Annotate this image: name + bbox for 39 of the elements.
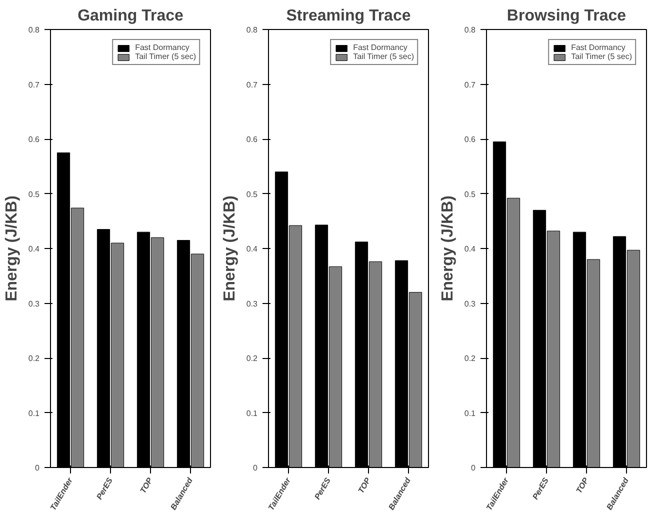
y-tick-label: 0.5 [464,190,476,199]
y-tick-label: 0.5 [246,190,258,199]
y-tick-label: 0.4 [246,244,258,254]
chart-title: Browsing Trace [506,8,626,24]
y-tick-label: 0.1 [464,408,476,418]
y-tick-label: 0.3 [246,299,258,308]
y-tick-label: 0.7 [464,80,476,90]
y-tick-label: 0.7 [246,80,258,90]
chart-title: Streaming Trace [286,8,411,24]
y-tick-label: 0.2 [464,354,476,363]
y-tick-label: 0.4 [28,244,40,254]
legend-label: Tail Timer (5 sec) [571,52,632,61]
legend-label: Tail Timer (5 sec) [135,52,196,61]
y-tick-label: 0 [471,464,476,472]
y-tick-label: 0.6 [246,135,258,144]
legend-label: Fast Dormancy [571,43,626,52]
y-axis-title: Energy (J/KB) [221,196,238,302]
y-tick-label: 0.5 [28,190,40,199]
y-tick-label: 0.8 [464,26,476,34]
legend-label: Tail Timer (5 sec) [353,52,414,61]
y-axis-title: Energy (J/KB) [439,196,456,302]
y-tick-label: 0.8 [246,26,258,34]
y-tick-label: 0.1 [246,408,258,418]
y-tick-label: 0 [253,464,258,472]
y-tick-label: 0.3 [28,299,40,308]
y-tick-label: 0.6 [464,135,476,144]
y-tick-label: 0.8 [28,26,40,34]
y-tick-label: 0 [35,464,40,472]
y-tick-label: 0.7 [28,80,40,90]
legend-label: Fast Dormancy [135,43,190,52]
chart-title: Gaming Trace [78,8,184,24]
y-tick-label: 0.2 [28,354,40,363]
y-axis-title: Energy (J/KB) [3,196,20,302]
y-tick-label: 0.6 [28,135,40,144]
y-tick-label: 0.1 [28,408,40,418]
legend-label: Fast Dormancy [353,43,408,52]
y-tick-label: 0.3 [464,299,476,308]
y-tick-label: 0.4 [464,244,476,254]
y-tick-label: 0.2 [246,354,258,363]
